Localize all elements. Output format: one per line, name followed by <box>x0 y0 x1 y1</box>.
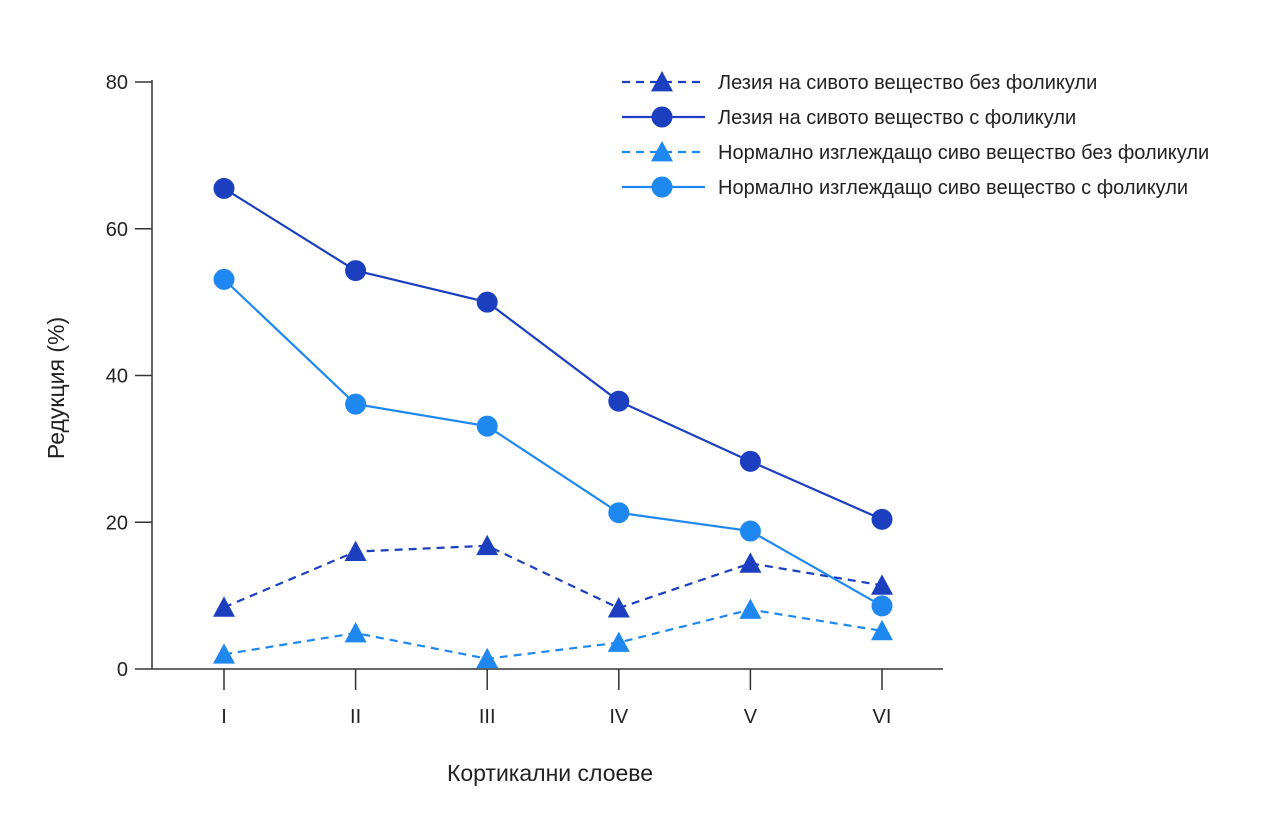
data-point-triangle <box>213 643 235 664</box>
series-line <box>223 278 883 607</box>
series-2 <box>213 177 893 530</box>
data-point-triangle <box>607 597 630 618</box>
data-point-triangle <box>871 619 893 641</box>
legend-label: Лезия на сивото вещество без фоликули <box>718 72 1097 94</box>
legend-entry: Лезия на сивото вещество без фоликули <box>622 71 1097 94</box>
series-3 <box>213 598 893 669</box>
data-point-triangle <box>476 534 499 556</box>
data-point-triangle <box>476 647 499 669</box>
legend-entry: Нормално изглеждащо сиво вещество без фо… <box>622 141 1209 164</box>
data-point-circle <box>739 520 761 542</box>
x-axis-title: Кортикални слоеве <box>447 760 653 786</box>
data-point-circle <box>345 260 367 282</box>
y-axis-title: Редукция (%) <box>43 317 69 459</box>
data-point-triangle <box>739 598 762 619</box>
axes <box>151 80 943 670</box>
x-tick-label: I <box>221 706 227 728</box>
data-point-circle <box>476 291 498 313</box>
data-point-triangle <box>607 631 630 652</box>
series-line <box>223 608 883 660</box>
x-tick-label: VI <box>873 706 892 728</box>
x-ticks: I II III IV V VI <box>221 669 891 728</box>
y-tick-label: 20 <box>106 512 128 534</box>
x-tick-label: III <box>479 706 496 728</box>
data-point-triangle <box>739 552 762 573</box>
x-tick-label: IV <box>609 706 629 728</box>
data-point-circle <box>739 450 761 472</box>
y-tick-label: 80 <box>106 72 128 94</box>
legend-marker-circle <box>651 106 673 128</box>
legend-label: Лезия на сивото вещество с фоликули <box>718 107 1076 129</box>
data-point-circle <box>608 390 630 412</box>
legend-entry: Лезия на сивото вещество с фоликули <box>622 106 1076 129</box>
series-line <box>223 544 883 610</box>
data-point-triangle <box>213 596 235 617</box>
series-line <box>223 187 883 521</box>
x-tick-label: II <box>350 706 361 728</box>
series-layer <box>213 177 893 669</box>
data-point-triangle <box>344 540 367 561</box>
data-point-circle <box>608 502 630 524</box>
legend-marker-circle <box>651 176 673 198</box>
legend-marker-triangle <box>651 141 673 162</box>
data-point-circle <box>871 508 893 530</box>
legend-entry: Нормално изглеждащо сиво вещество с фоли… <box>622 176 1188 199</box>
y-tick-label: 40 <box>106 366 128 388</box>
y-ticks: 0 20 40 60 80 <box>106 72 152 681</box>
data-point-triangle <box>871 574 893 595</box>
data-point-circle <box>345 393 367 415</box>
data-point-circle <box>871 595 893 617</box>
x-tick-label: V <box>744 706 758 728</box>
series-4 <box>213 268 893 617</box>
data-point-circle <box>213 177 235 199</box>
series-1 <box>213 534 893 618</box>
y-tick-label: 60 <box>106 219 128 241</box>
data-point-circle <box>213 268 235 290</box>
data-point-triangle <box>344 622 367 643</box>
y-tick-label: 0 <box>117 659 128 681</box>
legend-marker-triangle <box>651 71 673 92</box>
legend: Лезия на сивото вещество без фоликули Лез… <box>622 71 1209 199</box>
data-point-circle <box>476 415 498 437</box>
legend-label: Нормално изглеждащо сиво вещество без фо… <box>718 142 1209 164</box>
legend-label: Нормално изглеждащо сиво вещество с фоли… <box>718 177 1188 199</box>
